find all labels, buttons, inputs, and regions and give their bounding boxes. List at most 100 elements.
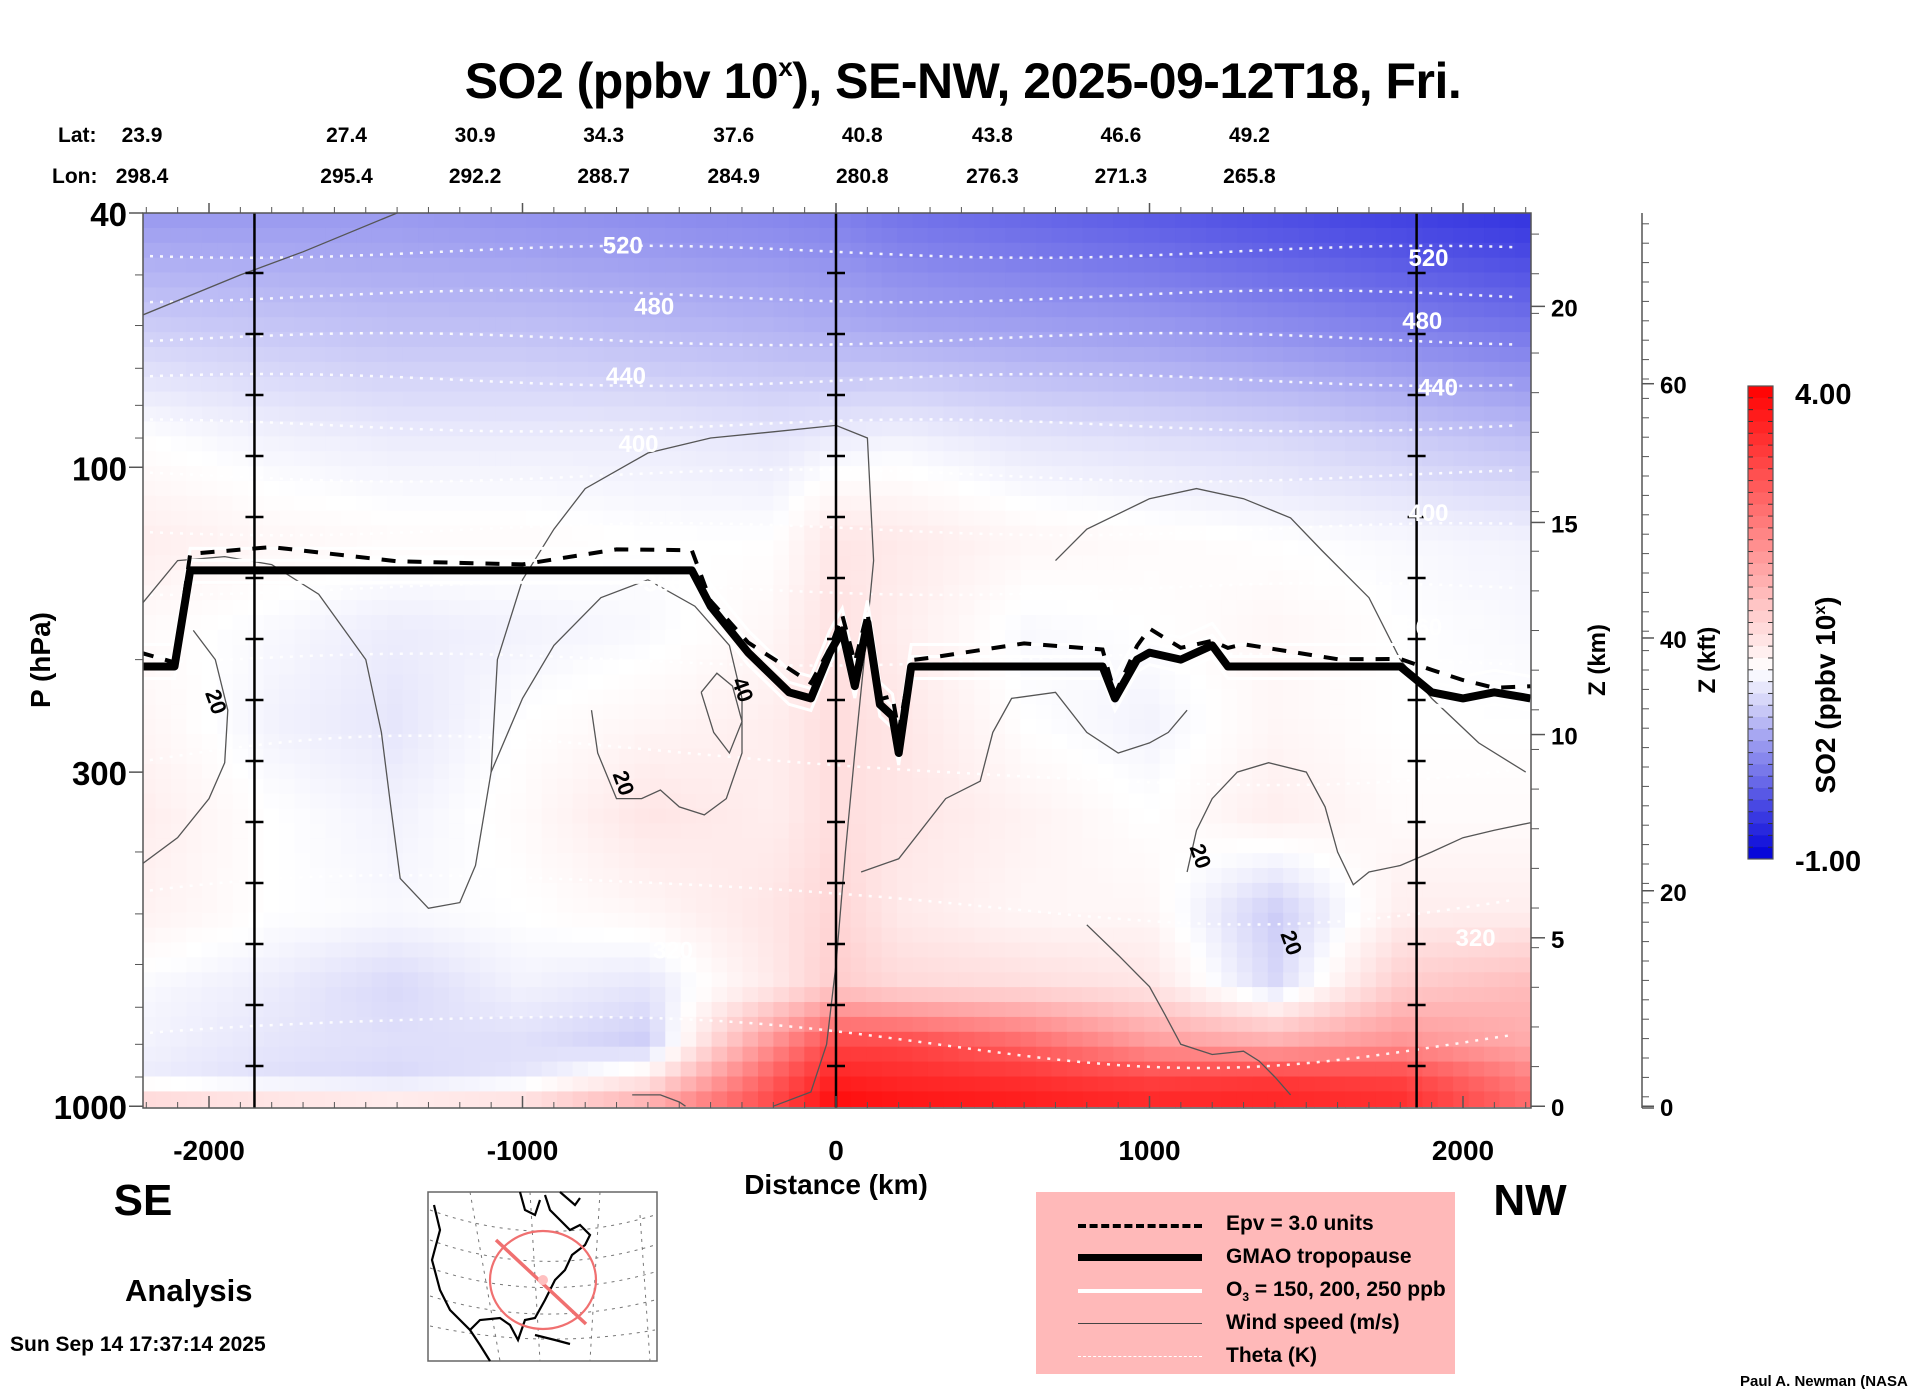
heatmap-cell — [433, 495, 450, 512]
heatmap-cell — [618, 525, 636, 542]
heatmap-cell — [727, 317, 744, 333]
heatmap-cell — [232, 436, 249, 452]
heatmap-cell — [526, 451, 543, 467]
heatmap-cell — [634, 227, 651, 244]
heatmap-cell — [143, 868, 157, 884]
heatmap-cell — [665, 302, 682, 318]
heatmap-cell — [1206, 287, 1223, 304]
heatmap-cell — [433, 436, 450, 452]
heatmap-cell — [418, 853, 435, 869]
heatmap-cell — [557, 897, 574, 914]
heatmap-cell — [1113, 376, 1130, 393]
heatmap-cell — [356, 853, 373, 869]
heatmap-cell — [1190, 436, 1207, 452]
heatmap-cell — [232, 481, 249, 497]
heatmap-cell — [1036, 495, 1053, 512]
heatmap-cell — [958, 585, 975, 601]
heatmap-cell — [742, 912, 759, 929]
heatmap-cell — [1221, 942, 1238, 959]
heatmap-cell — [1190, 808, 1207, 825]
heatmap-cell — [418, 376, 435, 393]
heatmap-cell — [1036, 1016, 1053, 1033]
heatmap-cell — [1005, 615, 1022, 631]
heatmap-cell — [356, 481, 373, 497]
heatmap-cell — [927, 540, 945, 557]
heatmap-cell — [897, 972, 914, 988]
heatmap-cell — [680, 525, 697, 542]
heatmap-cell — [557, 748, 574, 765]
heatmap-cell — [1097, 957, 1114, 974]
heatmap-cell — [356, 972, 373, 988]
heatmap-cell — [387, 808, 404, 825]
heatmap-cell — [1345, 838, 1362, 854]
heatmap-cell — [325, 287, 342, 304]
heatmap-cell — [881, 972, 898, 988]
heatmap-cell — [1236, 510, 1254, 527]
heatmap-cell — [989, 808, 1006, 825]
heatmap-cell — [1298, 555, 1315, 572]
heatmap-cell — [881, 957, 898, 974]
heatmap-cell — [727, 793, 744, 810]
heatmap-cell — [418, 778, 435, 795]
heatmap-cell — [866, 451, 883, 467]
heatmap-cell — [1360, 734, 1377, 750]
heatmap-cell — [912, 763, 929, 780]
heatmap-cell — [974, 972, 991, 988]
heatmap-cell — [588, 808, 605, 825]
heatmap-cell — [1113, 451, 1130, 467]
heatmap-cell — [727, 272, 744, 289]
heatmap-cell — [1283, 227, 1300, 244]
heatmap-cell — [1190, 585, 1207, 601]
heatmap-cell — [974, 242, 991, 259]
heatmap-cell — [974, 257, 991, 274]
heatmap-cell — [1391, 227, 1408, 244]
heatmap-cell — [201, 406, 218, 423]
heatmap-cell — [1097, 376, 1114, 393]
heatmap-cell — [696, 1002, 713, 1018]
heatmap-cell — [758, 1061, 775, 1078]
heatmap-cell — [742, 763, 759, 780]
heatmap-cell — [232, 868, 249, 884]
heatmap-cell — [1221, 838, 1238, 854]
heatmap-cell — [541, 808, 558, 825]
heatmap-cell — [1020, 361, 1037, 378]
heatmap-cell — [758, 912, 775, 929]
heatmap-cell — [1267, 704, 1284, 720]
heatmap-cell — [618, 391, 636, 408]
heatmap-cell — [1175, 868, 1192, 884]
heatmap-cell — [1221, 882, 1238, 899]
heatmap-cell — [1113, 555, 1130, 572]
heatmap-cell — [758, 897, 775, 914]
heatmap-cell — [1190, 734, 1207, 750]
heatmap-cell — [1036, 1046, 1053, 1063]
heatmap-cell — [819, 823, 836, 840]
heatmap-cell — [804, 302, 821, 318]
heatmap-cell — [758, 838, 775, 854]
heatmap-cell — [1236, 421, 1254, 438]
heatmap-cell — [1406, 927, 1423, 944]
heatmap-cell — [927, 361, 945, 378]
heatmap-cell — [217, 942, 234, 959]
heatmap-cell — [727, 1061, 744, 1078]
heatmap-cell — [387, 838, 404, 854]
heatmap-cell — [155, 793, 172, 810]
heatmap-cell — [1113, 853, 1130, 869]
heatmap-cell — [1221, 704, 1238, 720]
heatmap-cell — [1051, 808, 1068, 825]
heatmap-cell — [1267, 674, 1284, 691]
heatmap-cell — [1144, 1046, 1161, 1063]
heatmap-cell — [186, 495, 203, 512]
heatmap-cell — [1406, 287, 1423, 304]
heatmap-cell — [711, 1076, 728, 1093]
heatmap-cell — [1329, 1046, 1346, 1063]
heatmap-cell — [727, 734, 744, 750]
heatmap-cell — [819, 481, 836, 497]
heatmap-cell — [510, 644, 527, 661]
heatmap-cell — [433, 213, 450, 229]
heatmap-cell — [510, 287, 527, 304]
heatmap-cell — [1175, 808, 1192, 825]
heatmap-cell — [634, 808, 651, 825]
heatmap-cell — [1082, 332, 1099, 348]
heatmap-cell — [727, 525, 744, 542]
heatmap-cell — [1066, 748, 1084, 765]
